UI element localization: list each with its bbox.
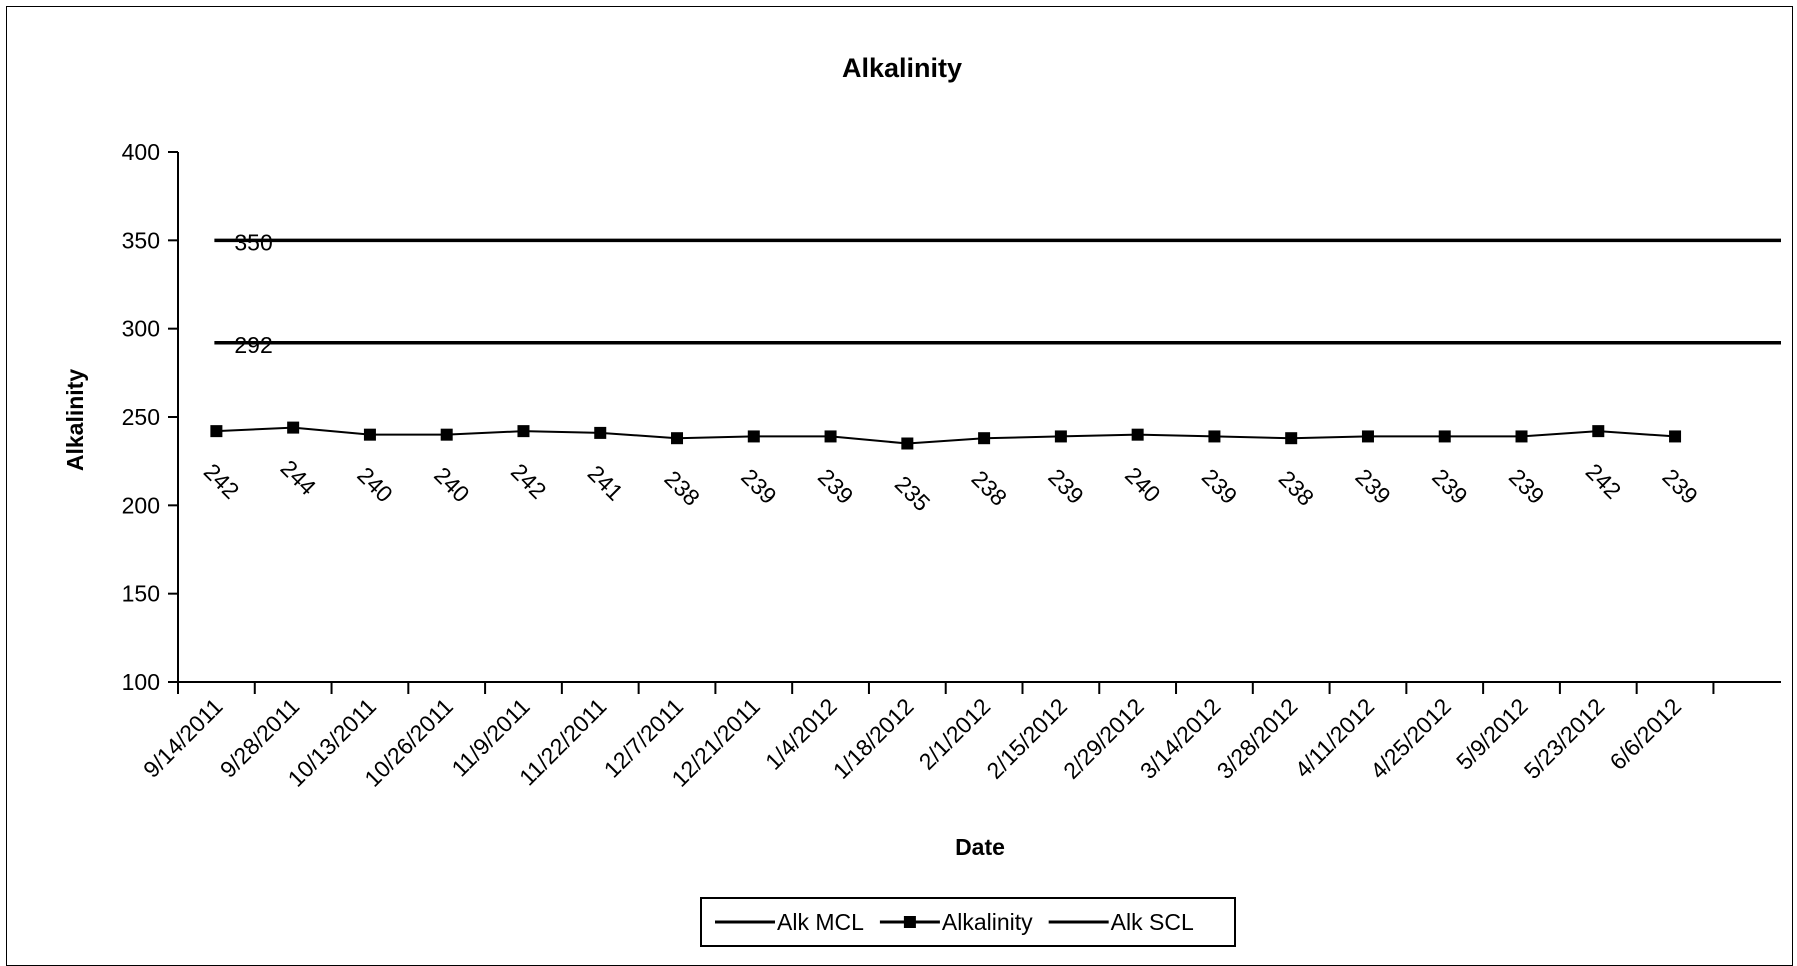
y-tick-label: 250 <box>122 404 160 430</box>
data-point-marker <box>440 428 453 441</box>
data-label: 239 <box>1197 464 1243 510</box>
data-label: 241 <box>583 460 629 506</box>
data-label: 238 <box>659 465 705 511</box>
data-label: 239 <box>1350 464 1396 510</box>
data-point-marker <box>363 428 376 441</box>
x-tick-label: 3/28/2012 <box>1212 693 1303 784</box>
data-point-marker <box>901 437 914 450</box>
data-point-marker <box>1054 430 1067 443</box>
x-tick-label: 5/23/2012 <box>1519 693 1610 784</box>
x-tick-label: 4/25/2012 <box>1365 693 1456 784</box>
data-point-marker <box>1208 430 1221 443</box>
data-point-marker <box>1669 430 1682 443</box>
data-point-marker <box>1515 430 1528 443</box>
reference-value-label: 350 <box>234 229 272 255</box>
x-axis-title: Date <box>955 834 1005 860</box>
legend-box <box>700 897 1236 947</box>
plot-area: 1001502002503003504009/14/20119/28/20111… <box>122 139 1781 792</box>
data-label: 238 <box>967 465 1013 511</box>
y-tick-label: 100 <box>122 669 160 695</box>
data-label: 239 <box>813 464 859 510</box>
data-label: 235 <box>890 471 936 517</box>
data-point-marker <box>824 430 837 443</box>
data-label: 244 <box>276 455 322 501</box>
data-label: 239 <box>736 464 782 510</box>
y-axis-title: Alkalinity <box>62 369 88 471</box>
legend-entry-label: Alkalinity <box>942 909 1033 935</box>
data-point-marker <box>517 425 530 438</box>
data-label: 239 <box>1427 464 1473 510</box>
data-label: 242 <box>199 458 245 504</box>
data-label: 239 <box>1043 464 1089 510</box>
data-point-marker <box>1131 428 1144 441</box>
y-tick-label: 400 <box>122 139 160 165</box>
data-point-marker <box>671 432 684 445</box>
legend: Alk MCL Alkalinity Alk SCL <box>700 897 1236 947</box>
y-tick-label: 200 <box>122 492 160 518</box>
data-label: 239 <box>1504 464 1550 510</box>
x-tick-label: 4/11/2012 <box>1290 693 1380 783</box>
chart-title: Alkalinity <box>842 53 962 83</box>
data-point-marker <box>287 421 300 434</box>
x-tick-label: 9/14/2011 <box>138 693 228 783</box>
chart-frame: Alkalinity Alkalinity Date 100 150 200 250 3… <box>6 6 1793 966</box>
data-label: 240 <box>1120 462 1166 508</box>
data-label: 240 <box>429 462 475 508</box>
data-point-marker <box>594 426 607 439</box>
x-tick-label: 2/29/2012 <box>1058 693 1149 784</box>
data-label: 239 <box>1658 464 1704 510</box>
reference-value-label: 292 <box>234 332 272 358</box>
y-tick-label: 300 <box>122 316 160 342</box>
legend-swatch-marker <box>903 916 916 928</box>
legend-entry-label: Alk MCL <box>777 909 864 935</box>
data-point-marker <box>1438 430 1451 443</box>
alkalinity-chart: Alkalinity Alkalinity Date 100 150 200 250 3… <box>62 53 1781 947</box>
y-tick-label: 150 <box>122 581 160 607</box>
data-label: 238 <box>1274 465 1320 511</box>
series-line-alkalinity <box>216 426 1676 445</box>
data-label: 240 <box>352 462 398 508</box>
x-tick-label: 6/6/2012 <box>1605 693 1687 775</box>
x-tick-label: 2/15/2012 <box>981 693 1072 784</box>
y-tick-label: 350 <box>122 227 160 253</box>
data-point-marker <box>210 425 223 438</box>
legend-entry-label: Alk SCL <box>1111 909 1194 935</box>
x-tick-label: 3/14/2012 <box>1135 693 1226 784</box>
data-point-marker <box>978 432 991 445</box>
x-tick-label: 1/18/2012 <box>828 693 919 784</box>
data-point-marker <box>1592 425 1605 438</box>
data-label: 242 <box>506 458 552 504</box>
data-point-marker <box>1361 430 1374 443</box>
data-point-marker <box>1285 432 1298 445</box>
data-label: 242 <box>1581 458 1627 504</box>
data-point-marker <box>747 430 760 443</box>
